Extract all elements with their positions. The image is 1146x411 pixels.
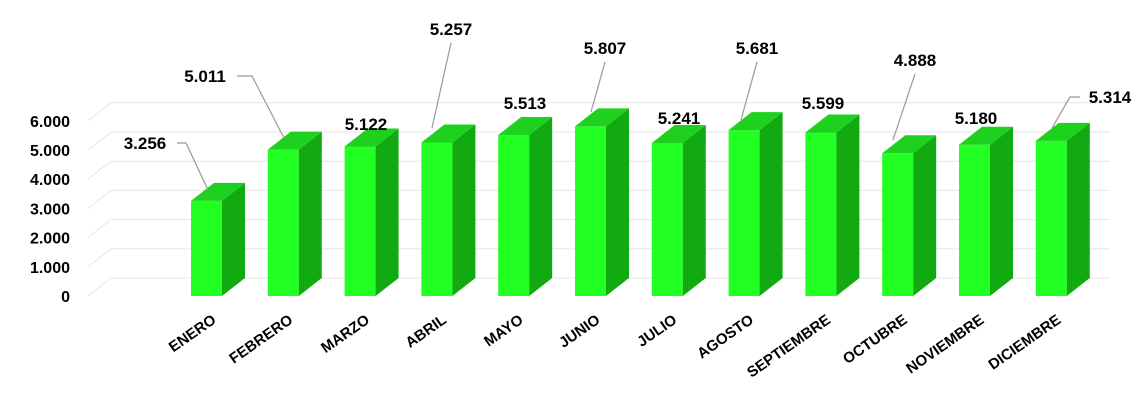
bar-top xyxy=(344,128,399,147)
y-axis-ticks: 0 1.000 2.000 3.000 4.000 5.000 6.000 xyxy=(30,114,70,306)
leader-lines xyxy=(177,42,1080,191)
bar-front xyxy=(575,126,606,296)
bar-top xyxy=(959,126,1013,145)
data-label: 3.256 xyxy=(124,134,167,153)
data-label: 5.241 xyxy=(658,109,701,128)
data-label: 5.513 xyxy=(504,94,547,113)
bar-side xyxy=(529,117,553,296)
bar-front xyxy=(728,130,760,296)
y-tick-label: 2.000 xyxy=(30,231,70,248)
bar xyxy=(421,124,476,296)
bar-side xyxy=(452,124,476,296)
bar xyxy=(959,126,1013,296)
data-label: 4.888 xyxy=(894,51,937,70)
x-tick-label: JUNIO xyxy=(556,311,604,351)
bar-side xyxy=(606,108,629,296)
x-tick-label: ENERO xyxy=(166,311,220,356)
bar-front xyxy=(498,135,530,296)
bar-front xyxy=(1035,140,1067,296)
bar-side xyxy=(990,126,1013,296)
data-label: 5.122 xyxy=(345,115,388,134)
bar-top xyxy=(421,124,476,143)
y-tick-label: 6.000 xyxy=(30,114,70,131)
bar-side xyxy=(682,124,706,296)
data-label: 5.807 xyxy=(584,39,627,58)
bar-front xyxy=(344,146,376,296)
bar xyxy=(728,112,783,296)
x-tick-label: ABRIL xyxy=(402,311,449,351)
bar-top xyxy=(1035,122,1090,141)
data-label: 5.599 xyxy=(802,94,845,113)
x-tick-label: SEPTIEMBRE xyxy=(744,311,834,381)
bar xyxy=(882,135,937,296)
leader-line xyxy=(740,61,758,121)
bar-top xyxy=(191,182,245,201)
leader-line xyxy=(1051,96,1080,129)
bar-side xyxy=(913,135,937,296)
bar-front xyxy=(882,153,914,296)
bar-front xyxy=(191,200,222,296)
data-label: 5.314 xyxy=(1089,88,1132,107)
x-tick-label: MAYO xyxy=(481,311,527,350)
bar-front xyxy=(651,142,683,296)
x-tick-label: DICIEMBRE xyxy=(985,311,1064,373)
y-tick-label: 4.000 xyxy=(30,172,70,189)
bar-top xyxy=(651,124,706,143)
bar-side xyxy=(298,131,322,296)
bar-top xyxy=(498,117,553,136)
leader-line xyxy=(237,75,285,139)
leader-line xyxy=(431,42,452,129)
data-label: 5.180 xyxy=(955,109,998,128)
bar xyxy=(805,114,860,296)
bar xyxy=(498,117,553,296)
bar-front xyxy=(805,132,837,296)
gridlines xyxy=(87,102,1110,297)
y-tick-label: 3.000 xyxy=(30,201,70,218)
y-tick-label: 5.000 xyxy=(30,143,70,160)
bar-top xyxy=(728,112,783,131)
y-tick-label: 0 xyxy=(61,289,70,306)
gridline-6 xyxy=(87,102,1110,122)
x-tick-label: JULIO xyxy=(634,311,680,350)
leader-line xyxy=(590,61,606,113)
data-label: 5.257 xyxy=(430,20,473,39)
bar-top xyxy=(575,108,629,127)
bar xyxy=(267,131,322,296)
bar xyxy=(651,124,706,296)
bar-front xyxy=(959,144,990,296)
leader-line xyxy=(177,142,209,191)
x-tick-label: MARZO xyxy=(318,311,373,357)
x-tick-label: OCTUBRE xyxy=(840,311,911,367)
leader-line xyxy=(892,73,916,141)
y-tick-label: 1.000 xyxy=(30,260,70,277)
bar-side xyxy=(836,114,860,296)
x-axis-categories: ENERO FEBRERO MARZO ABRIL MAYO JUNIO JULIO AGOS… xyxy=(166,311,1064,381)
x-tick-label: NOVIEMBRE xyxy=(903,311,987,377)
bar-top xyxy=(805,114,860,133)
x-tick-label: FEBRERO xyxy=(226,311,296,367)
bar-side xyxy=(1066,122,1090,296)
bar-front xyxy=(421,142,453,296)
data-label: 5.681 xyxy=(736,39,779,58)
bar xyxy=(1035,122,1090,296)
bar-side xyxy=(375,128,399,296)
data-label: 5.011 xyxy=(184,67,226,86)
bar-side xyxy=(759,112,783,296)
x-tick-label: AGOSTO xyxy=(694,311,757,362)
bar-side xyxy=(222,182,245,296)
bar-top xyxy=(267,131,322,150)
bar xyxy=(575,108,629,296)
bar-front xyxy=(267,149,299,296)
bar xyxy=(344,128,399,296)
bar-top xyxy=(882,135,937,154)
bars xyxy=(191,108,1090,296)
bar xyxy=(191,182,245,296)
data-labels: 3.256 5.011 5.122 5.257 5.513 5.807 5.241 5.681… xyxy=(124,20,1132,153)
